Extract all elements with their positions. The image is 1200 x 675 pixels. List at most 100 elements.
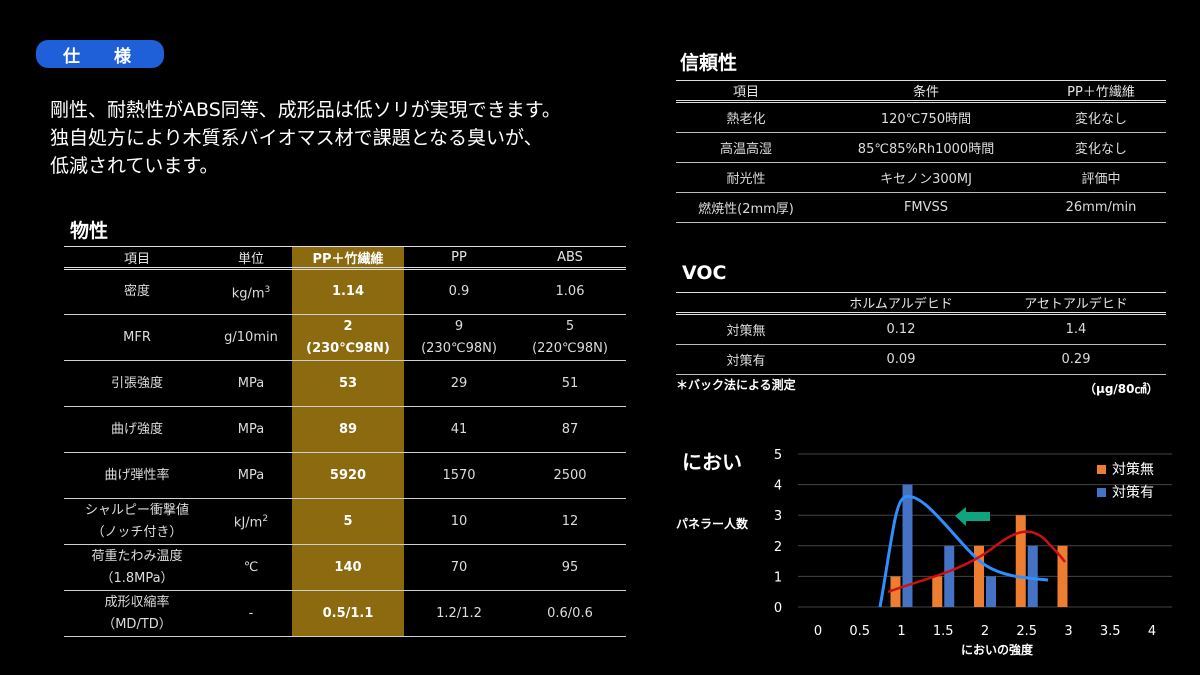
bar-treated xyxy=(1027,545,1038,607)
cell-value: 70 xyxy=(450,559,468,575)
rel-row: 耐光性 キセノン300MJ 評価中 xyxy=(676,162,1166,193)
prop-pp: 70 xyxy=(404,544,514,591)
intro-line-2: 独自処方により木質系バイオマス材で課題となる臭いが、 xyxy=(50,127,543,149)
cell-value: 89 xyxy=(338,421,358,437)
voc-note: ＊バック法による測定 xyxy=(676,378,796,392)
cell-value: 51 xyxy=(561,375,579,391)
cell-value: 95 xyxy=(561,559,579,575)
y-tick-label: 3 xyxy=(774,509,782,524)
reliability-table: 項目 条件 PP＋竹繊維 熱老化 120℃750時間 変化なし 高温高湿 85℃85%R… xyxy=(676,80,1166,223)
prop-abs: 5 (220℃98N) xyxy=(514,314,626,361)
rel-cell: 熱老化 xyxy=(676,101,816,133)
prop-item: 荷重たわみ温度 （1.8MPa） xyxy=(64,544,210,591)
prop-bamboo: 1.14 xyxy=(292,268,404,315)
cell-value: 1.14 xyxy=(331,284,365,299)
chart-title: におい xyxy=(682,450,742,474)
bar-untreated xyxy=(890,576,901,607)
spec-badge: 仕 様 xyxy=(36,40,164,68)
prop-item: 曲げ弾性率 xyxy=(64,452,210,499)
unit-text: kg/m xyxy=(231,286,265,302)
cell-value: 2500 xyxy=(553,467,587,483)
prop-unit: MPa xyxy=(210,360,292,407)
cell-value: 5 xyxy=(343,513,353,529)
prop-row: 成形収縮率 （MD/TD） - 0.5/1.1 1.2/1.2 0.6/0.6 xyxy=(64,590,626,637)
prop-pp: 1570 xyxy=(404,452,514,499)
voc-cell: 対策無 xyxy=(676,313,816,345)
left-arrow-icon xyxy=(955,507,990,526)
prop-unit: MPa xyxy=(210,406,292,453)
bar-untreated xyxy=(1057,545,1068,607)
cell-value: シャルピー衝撃値 xyxy=(84,502,189,518)
voc-cell: 0.29 xyxy=(986,344,1166,375)
cell-value: 29 xyxy=(450,375,468,391)
cell-value: 密度 xyxy=(123,284,150,299)
prop-bamboo: 2 (230℃98N) xyxy=(292,314,404,361)
prop-pp: 0.9 xyxy=(404,268,514,315)
prop-item: 引張強度 xyxy=(64,360,210,407)
cell-value: 0.6/0.6 xyxy=(547,605,593,621)
prop-bamboo: 0.5/1.1 xyxy=(292,590,404,637)
prop-bamboo: 5920 xyxy=(292,452,404,499)
y-tick-label: 0 xyxy=(774,601,782,616)
rel-header-result: PP＋竹繊維 xyxy=(1036,80,1166,103)
prop-abs: 1.06 xyxy=(514,268,626,315)
prop-bamboo: 140 xyxy=(292,544,404,591)
x-tick-label: 1 xyxy=(897,624,905,639)
prop-bamboo: 5 xyxy=(292,498,404,545)
prop-header-abs: ABS xyxy=(557,249,583,265)
rel-cell: 耐光性 xyxy=(676,162,816,193)
rel-cell: 120℃750時間 xyxy=(816,101,1036,133)
prop-bamboo: 89 xyxy=(292,406,404,453)
prop-unit: ℃ xyxy=(210,544,292,591)
x-tick-label: 0 xyxy=(814,624,822,639)
prop-header-bamboo: PP＋竹繊維 xyxy=(292,246,404,269)
prop-pp: 9 (230℃98N) xyxy=(404,314,514,361)
rel-cell: 26mm/min xyxy=(1036,192,1166,223)
rel-header-condition: 条件 xyxy=(816,80,1036,103)
prop-row: シャルピー衝撃値 （ノッチ付き） kJ/m2 5 10 12 xyxy=(64,498,626,545)
cell-value: 荷重たわみ温度 xyxy=(91,548,183,564)
chart-ylabel: パネラー人数 xyxy=(676,517,749,531)
properties-title: 物性 xyxy=(70,220,109,242)
x-tick-label: 0.5 xyxy=(849,624,870,639)
cell-value: 1570 xyxy=(442,467,476,483)
voc-cell: 0.12 xyxy=(816,313,986,345)
prop-pp: 1.2/1.2 xyxy=(404,590,514,637)
cell-subvalue: （MD/TD） xyxy=(102,616,172,632)
x-tick-label: 2 xyxy=(981,624,989,639)
prop-item: 密度 xyxy=(64,268,210,315)
legend-label: 対策無 xyxy=(1112,461,1154,478)
prop-item: MFR xyxy=(64,314,210,361)
legend-swatch xyxy=(1097,465,1106,474)
rel-cell: FMVSS xyxy=(816,192,1036,223)
prop-item: 曲げ強度 xyxy=(64,406,210,453)
rel-cell: 高温高湿 xyxy=(676,132,816,163)
y-tick-label: 4 xyxy=(774,479,782,494)
bar-treated xyxy=(986,576,996,607)
x-tick-label: 1.5 xyxy=(933,624,954,639)
prop-unit: kJ/m2 xyxy=(210,498,292,545)
prop-abs: 87 xyxy=(514,406,626,453)
rel-cell: 85℃85%Rh1000時間 xyxy=(816,132,1036,163)
cell-value: 2 xyxy=(343,318,353,334)
prop-header-pp: PP xyxy=(451,249,467,265)
bar-treated xyxy=(902,484,913,607)
cell-value: 87 xyxy=(561,421,579,437)
voc-header-acetaldehyde: アセトアルデヒド xyxy=(986,292,1166,315)
voc-unit: （μg/80㎠） xyxy=(1084,382,1159,396)
rel-row: 熱老化 120℃750時間 変化なし xyxy=(676,101,1166,133)
voc-cell: 0.09 xyxy=(816,344,986,375)
unit-sup: 3 xyxy=(264,284,271,295)
unit-text: MPa xyxy=(237,421,265,437)
voc-table: ホルムアルデヒド アセトアルデヒド 対策無 0.12 1.4 対策有 0.09 0.29 xyxy=(676,292,1166,375)
unit-sup: 2 xyxy=(262,514,269,525)
voc-header-blank xyxy=(676,292,816,315)
x-tick-label: 2.5 xyxy=(1016,624,1037,639)
cell-value: 140 xyxy=(334,559,362,575)
trend-line-untreated xyxy=(887,530,1067,594)
prop-row: 荷重たわみ温度 （1.8MPa） ℃ 140 70 95 xyxy=(64,544,626,591)
cell-value: 0.5/1.1 xyxy=(322,605,374,621)
prop-row: 曲げ弾性率 MPa 5920 1570 2500 xyxy=(64,452,626,499)
prop-header-item: 項目 xyxy=(123,251,150,267)
x-tick-label: 4 xyxy=(1148,624,1156,639)
